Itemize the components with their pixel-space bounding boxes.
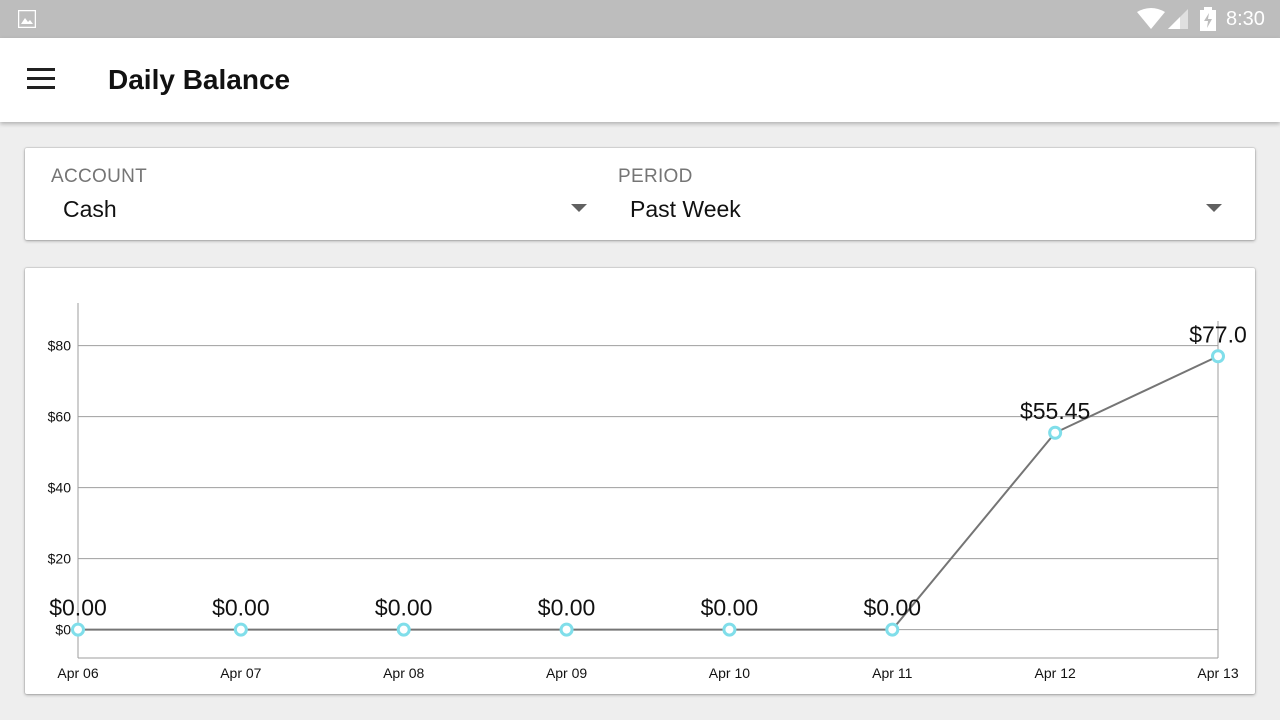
y-tick-label: $20	[48, 551, 72, 567]
series-line	[78, 355, 1219, 631]
filter-card: ACCOUNT Cash PERIOD Past Week	[25, 148, 1255, 240]
balance-line-chart[interactable]: $0 $20 $40 $60 $80 Apr 06 Apr 07 Apr 08 Apr 09 Ap…	[25, 268, 1255, 694]
hamburger-menu-icon[interactable]	[27, 68, 57, 90]
x-tick-label: Apr 10	[709, 665, 750, 681]
data-label: $0.00	[538, 595, 596, 621]
period-label: PERIOD	[618, 166, 693, 187]
data-point	[722, 622, 737, 637]
x-tick-label: Apr 13	[1197, 665, 1238, 681]
data-label: $0.00	[701, 595, 759, 621]
account-value[interactable]: Cash	[63, 196, 117, 222]
account-dropdown-arrow-icon[interactable]	[571, 204, 587, 212]
x-tick-label: Apr 12	[1035, 665, 1076, 681]
y-tick-label: $80	[48, 338, 72, 354]
period-dropdown-arrow-icon[interactable]	[1206, 204, 1222, 212]
status-time: 8:30	[1226, 8, 1265, 30]
data-point	[1211, 349, 1225, 364]
data-point	[233, 622, 248, 637]
y-tick-label: $40	[48, 480, 72, 496]
app-bar: Daily Balance	[0, 38, 1280, 122]
data-label: $55.45	[1020, 398, 1090, 424]
y-tick-label: $0	[55, 622, 71, 638]
chart-card: $0 $20 $40 $60 $80 Apr 06 Apr 07 Apr 08 Apr 09 Ap…	[25, 268, 1255, 694]
x-tick-label: Apr 06	[57, 665, 98, 681]
data-label: $0.00	[864, 595, 922, 621]
y-tick-label: $60	[48, 409, 72, 425]
data-label: $77.0	[1189, 321, 1247, 347]
page-title: Daily Balance	[108, 64, 291, 95]
data-label: $0.00	[49, 595, 107, 621]
x-tick-label: Apr 08	[383, 665, 424, 681]
x-tick-label: Apr 09	[546, 665, 587, 681]
account-label: ACCOUNT	[51, 166, 148, 187]
data-point	[559, 622, 574, 637]
x-tick-label: Apr 11	[872, 665, 912, 681]
data-label: $0.00	[212, 595, 270, 621]
image-notification-icon	[18, 10, 36, 28]
data-point	[1048, 425, 1063, 440]
data-point	[396, 622, 411, 637]
wifi-icon	[1137, 8, 1165, 29]
data-point	[71, 622, 85, 637]
status-bar: 8:30	[0, 0, 1280, 38]
period-value[interactable]: Past Week	[630, 196, 741, 222]
signal-icon	[1168, 9, 1188, 29]
battery-charging-icon	[1200, 7, 1216, 31]
account-dropdown[interactable]	[51, 186, 596, 230]
x-tick-label: Apr 07	[220, 665, 261, 681]
data-point	[885, 622, 900, 637]
data-label: $0.00	[375, 595, 433, 621]
